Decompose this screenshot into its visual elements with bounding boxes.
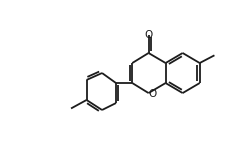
Text: O: O — [144, 30, 153, 39]
Text: O: O — [148, 89, 156, 99]
